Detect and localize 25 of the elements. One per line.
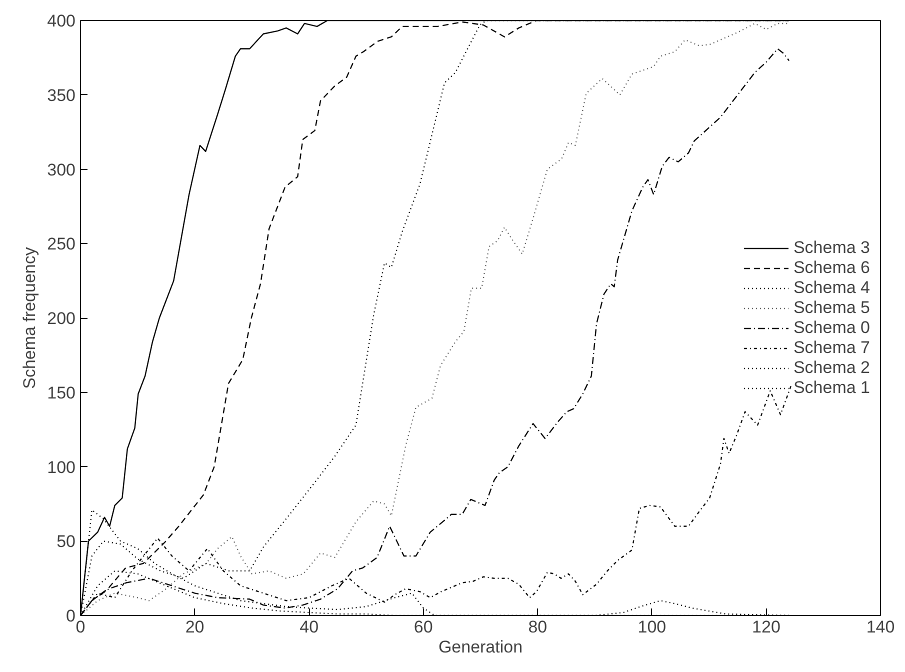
legend-label: Schema 4 [793, 278, 870, 298]
legend-label: Schema 1 [793, 378, 870, 398]
y-tick-label: 300 [47, 160, 76, 180]
x-tick-label: 40 [300, 618, 319, 636]
y-tick-label: 350 [47, 86, 76, 105]
y-tick-label: 100 [47, 458, 76, 477]
x-axis-title: Generation [438, 638, 523, 656]
legend-label: Schema 6 [793, 258, 870, 278]
legend-label: Schema 5 [793, 298, 870, 318]
x-tick-label: 20 [185, 618, 204, 636]
legend-label: Schema 3 [793, 238, 870, 258]
legend-label: Schema 2 [793, 358, 870, 378]
x-tick-label: 120 [752, 618, 780, 636]
y-tick-label: 250 [47, 234, 76, 254]
legend-label: Schema 0 [793, 318, 870, 338]
x-tick-label: 100 [638, 618, 666, 636]
y-tick-label: 200 [47, 309, 76, 328]
legend-label: Schema 7 [793, 338, 870, 358]
y-tick-label: 150 [47, 383, 76, 402]
x-tick-label: 60 [414, 618, 433, 636]
y-tick-label: 400 [47, 12, 76, 30]
y-axis-title: Schema frequency [20, 246, 40, 389]
x-tick-label: 80 [528, 618, 548, 636]
y-tick-label: 50 [56, 532, 76, 552]
x-tick-label: 140 [866, 618, 895, 636]
